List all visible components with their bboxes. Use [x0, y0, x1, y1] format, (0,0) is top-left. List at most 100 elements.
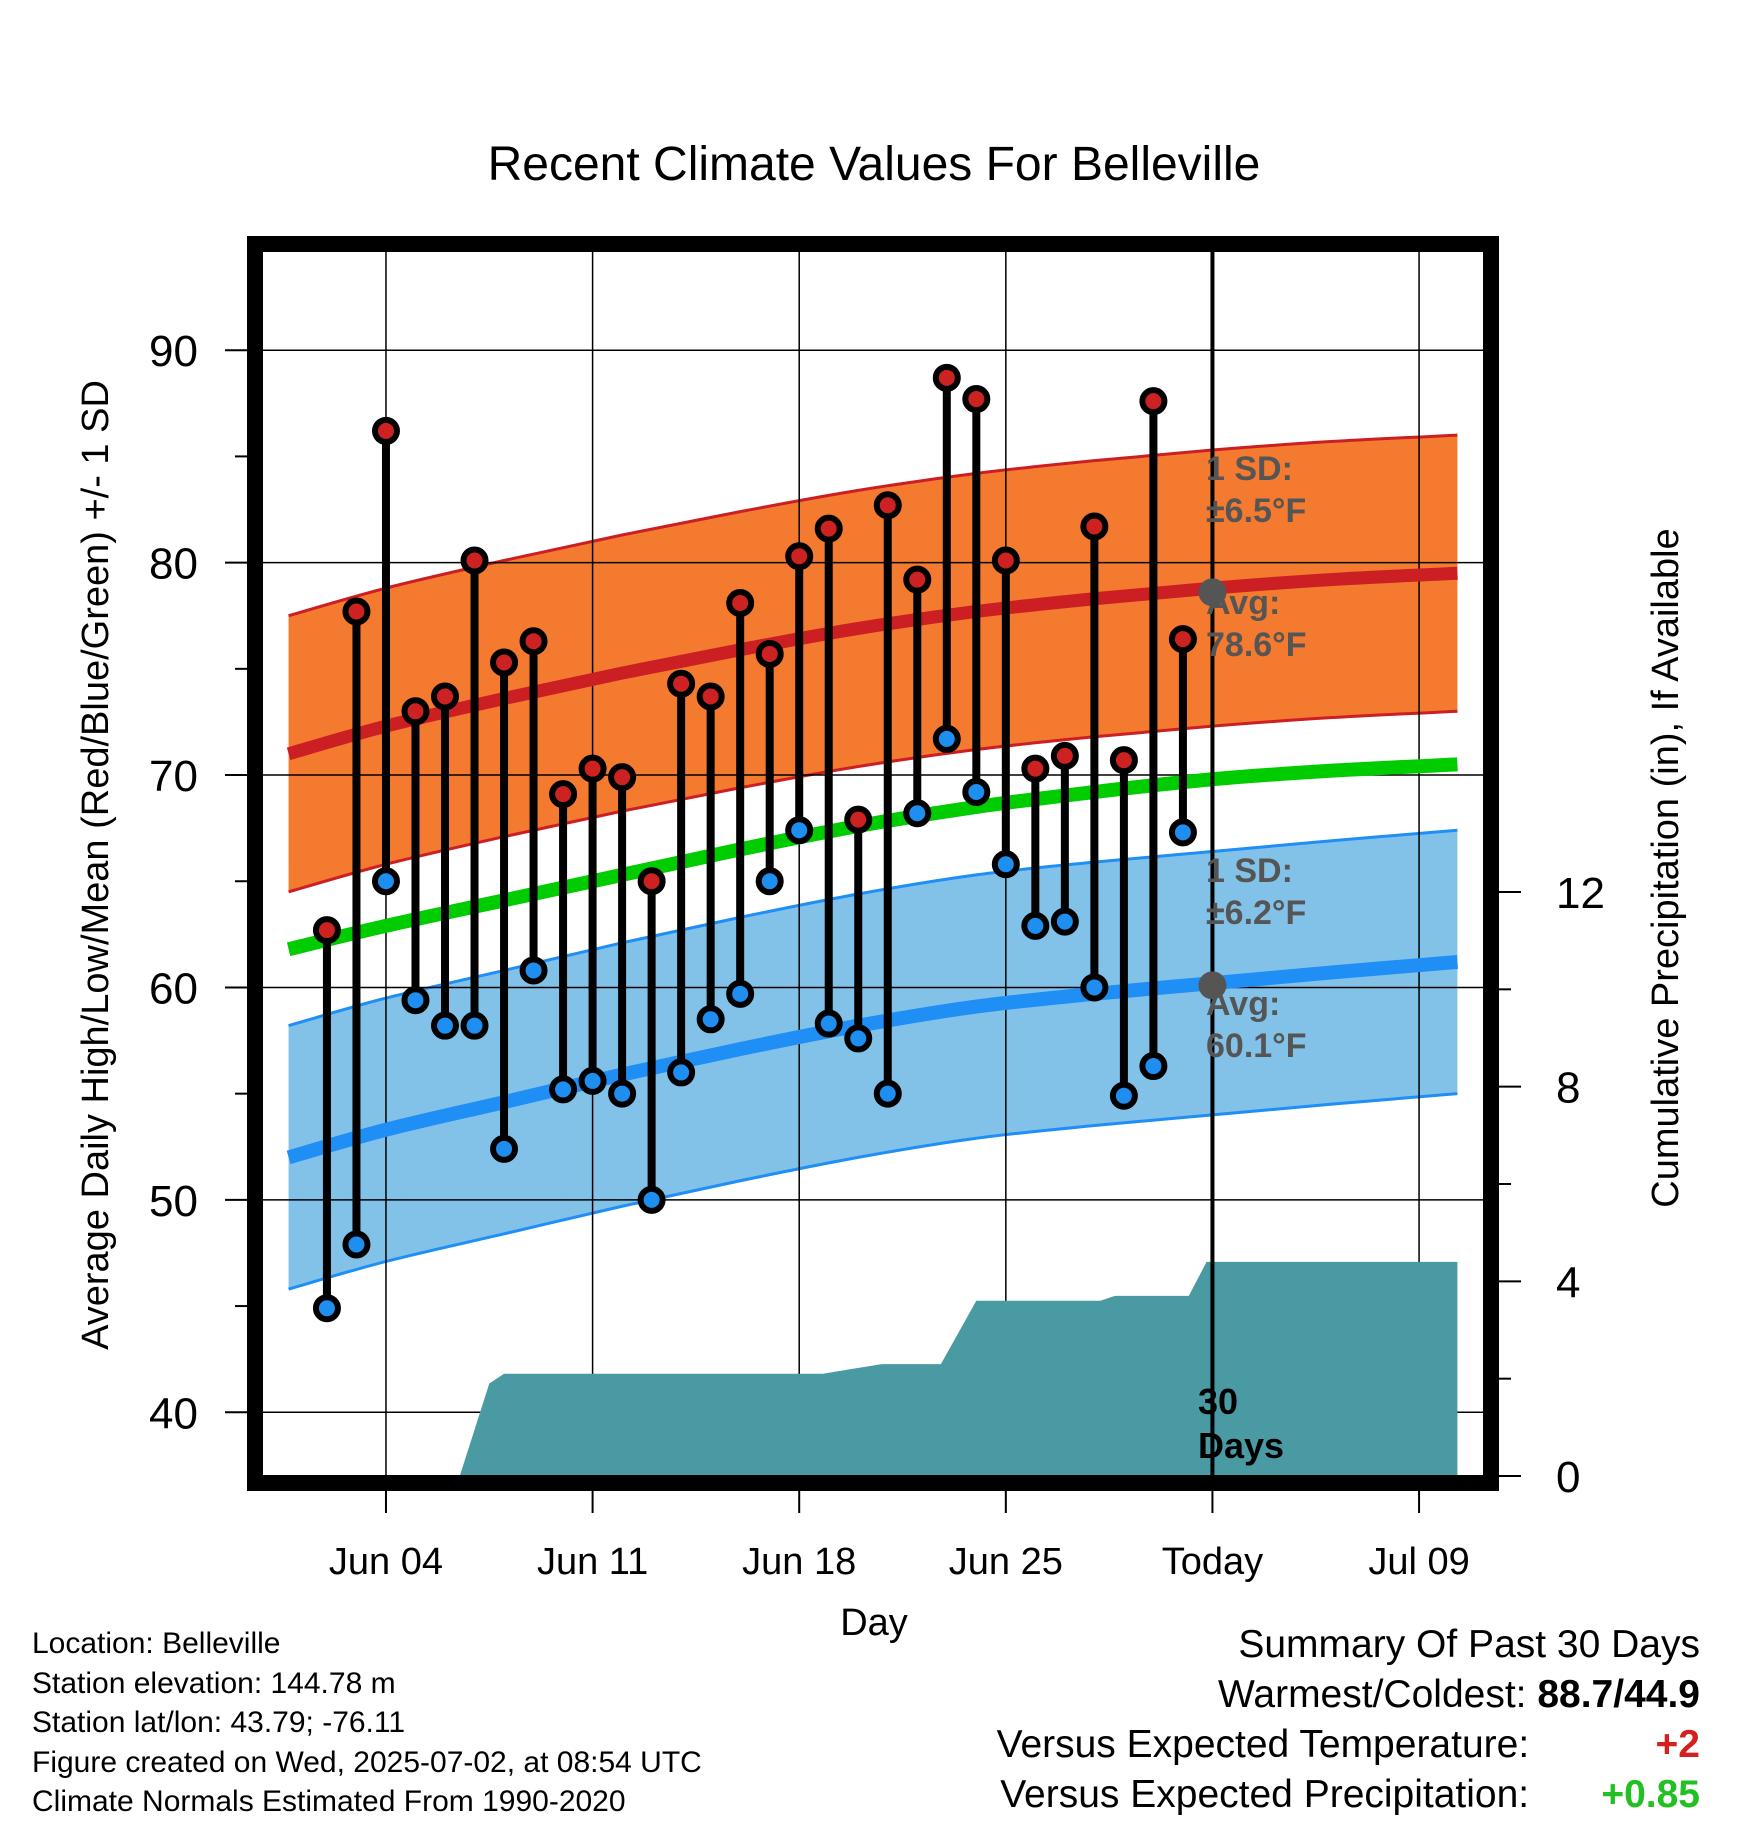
- created-text: Figure created on Wed, 2025-07-02, at 08…: [32, 1745, 702, 1779]
- x-tick-label: Jul 09: [1368, 1541, 1469, 1583]
- y2-tick-label: 8: [1556, 1064, 1580, 1113]
- summary-precip: Versus Expected Precipitation: +0.85: [997, 1770, 1700, 1820]
- daily-low-marker: [785, 816, 814, 845]
- daily-low-marker: [578, 1066, 607, 1095]
- y-tick-label: 80: [149, 540, 198, 589]
- daily-low-marker: [991, 850, 1020, 879]
- precip-label: Versus Expected Precipitation:: [1000, 1773, 1530, 1816]
- high-avg-value: 78.6°F: [1206, 626, 1307, 664]
- daily-low-marker: [962, 778, 991, 807]
- daily-low-marker: [549, 1075, 578, 1104]
- low-sd-value: ±6.2°F: [1206, 894, 1306, 932]
- daily-high-marker: [608, 763, 637, 792]
- daily-observations: [312, 363, 1197, 1323]
- daily-low-marker: [401, 986, 430, 1015]
- daily-low-marker: [490, 1134, 519, 1163]
- low-avg-value: 60.1°F: [1206, 1027, 1307, 1065]
- x-tick-label: Today: [1162, 1541, 1263, 1583]
- daily-high-marker: [519, 627, 548, 656]
- daily-high-marker: [1139, 387, 1168, 416]
- daily-low-marker: [342, 1230, 371, 1259]
- summary-title: Summary Of Past 30 Days: [1238, 1623, 1700, 1666]
- daily-low-marker: [637, 1185, 666, 1214]
- daily-high-marker: [371, 416, 400, 445]
- daily-low-marker: [1168, 818, 1197, 847]
- low-avg-label: Avg:: [1206, 985, 1280, 1023]
- x-tick-label: Jun 04: [329, 1541, 443, 1583]
- x-tick-label: Jun 25: [949, 1541, 1063, 1583]
- daily-high-marker: [1168, 625, 1197, 654]
- summary-panel: Summary Of Past 30 Days Warmest/Coldest:…: [997, 1620, 1700, 1820]
- daily-high-marker: [844, 805, 873, 834]
- axes: 40 50 60 70 80 90 0 4 8 12 Jun 04 Jun 11 Jun 18 Jun 2…: [149, 327, 1605, 1583]
- low-sd-label: 1 SD:: [1206, 852, 1293, 890]
- summary-warm-cold: Warmest/Coldest: 88.7/44.9: [997, 1670, 1700, 1720]
- station-info: Location: Belleville Station elevation: …: [32, 1624, 702, 1822]
- y-tick-label: 40: [149, 1389, 198, 1438]
- daily-low-marker: [1050, 907, 1079, 936]
- summary-temp: Versus Expected Temperature: +2: [997, 1720, 1700, 1770]
- daily-low-marker: [1139, 1052, 1168, 1081]
- daily-low-marker: [726, 979, 755, 1008]
- daily-high-marker: [342, 597, 371, 626]
- daily-high-marker: [726, 588, 755, 617]
- daily-low-marker: [667, 1058, 696, 1087]
- high-avg-label: Avg:: [1206, 584, 1280, 622]
- daily-high-marker: [932, 363, 961, 392]
- daily-low-marker: [371, 867, 400, 896]
- plot-border: [247, 236, 1499, 1491]
- today-avg-high-dot: [1198, 578, 1227, 607]
- temp-label: Versus Expected Temperature:: [996, 1723, 1530, 1766]
- daily-low-marker: [1109, 1081, 1138, 1110]
- elevation-text: Station elevation: 144.78 m: [32, 1666, 396, 1700]
- daily-high-marker: [1050, 741, 1079, 770]
- y2-tick-label: 4: [1556, 1258, 1580, 1307]
- plot-frame: [247, 236, 1499, 1491]
- latlon-text: Station lat/lon: 43.79; -76.11: [32, 1706, 406, 1739]
- daily-high-marker: [814, 514, 843, 543]
- precipitation-area: [288, 1261, 1458, 1476]
- daily-low-marker: [608, 1079, 637, 1108]
- y-tick-label: 90: [149, 327, 198, 376]
- daily-high-marker: [401, 697, 430, 726]
- avg-high-line: [286, 566, 1458, 761]
- window-label-number: 30: [1198, 1381, 1238, 1422]
- y-axis-label: Average Daily High/Low/Mean (Red/Blue/Gr…: [75, 380, 117, 1350]
- daily-low-marker: [696, 1005, 725, 1034]
- high-sd-label: 1 SD:: [1206, 450, 1293, 488]
- normals-text: Climate Normals Estimated From 1990-2020: [32, 1785, 626, 1818]
- cumulative-precip-area: [288, 1261, 1458, 1476]
- daily-low-marker: [460, 1011, 489, 1040]
- today-avg-low-dot: [1198, 971, 1227, 1000]
- low-sd-band-lower-edge: [288, 1092, 1458, 1291]
- daily-low-marker: [932, 724, 961, 753]
- daily-low-marker: [519, 956, 548, 985]
- daily-low-marker: [312, 1294, 341, 1323]
- daily-low-marker: [873, 1079, 902, 1108]
- daily-low-marker: [844, 1024, 873, 1053]
- daily-high-marker: [755, 639, 784, 668]
- daily-low-marker: [903, 799, 932, 828]
- daily-high-marker: [1021, 754, 1050, 783]
- today-marker: [1198, 244, 1227, 1476]
- precip-value: +0.85: [1601, 1773, 1700, 1816]
- daily-high-marker: [578, 754, 607, 783]
- annotations: 1 SD: ±6.5°F Avg: 78.6°F 1 SD: ±6.2°F Avg: 60.1…: [1198, 450, 1307, 1466]
- daily-low-marker: [814, 1009, 843, 1038]
- warm-cold-label: Warmest/Coldest:: [1218, 1673, 1527, 1716]
- y2-axis-label: Cumulative Precipitation (in), If Availa…: [1645, 528, 1687, 1207]
- daily-low-marker: [431, 1011, 460, 1040]
- y2-tick-label: 12: [1556, 869, 1605, 918]
- daily-high-marker: [903, 565, 932, 594]
- x-tick-label: Jun 11: [537, 1541, 648, 1583]
- x-axis-label: Day: [840, 1602, 908, 1644]
- daily-high-marker: [312, 916, 341, 945]
- daily-high-marker: [637, 867, 666, 896]
- y-tick-label: 70: [149, 752, 198, 801]
- warm-cold-value: 88.7/44.9: [1537, 1673, 1700, 1716]
- daily-high-marker: [785, 542, 814, 571]
- daily-high-marker: [962, 385, 991, 414]
- daily-high-marker: [549, 780, 578, 809]
- normal-bands: [288, 433, 1458, 1291]
